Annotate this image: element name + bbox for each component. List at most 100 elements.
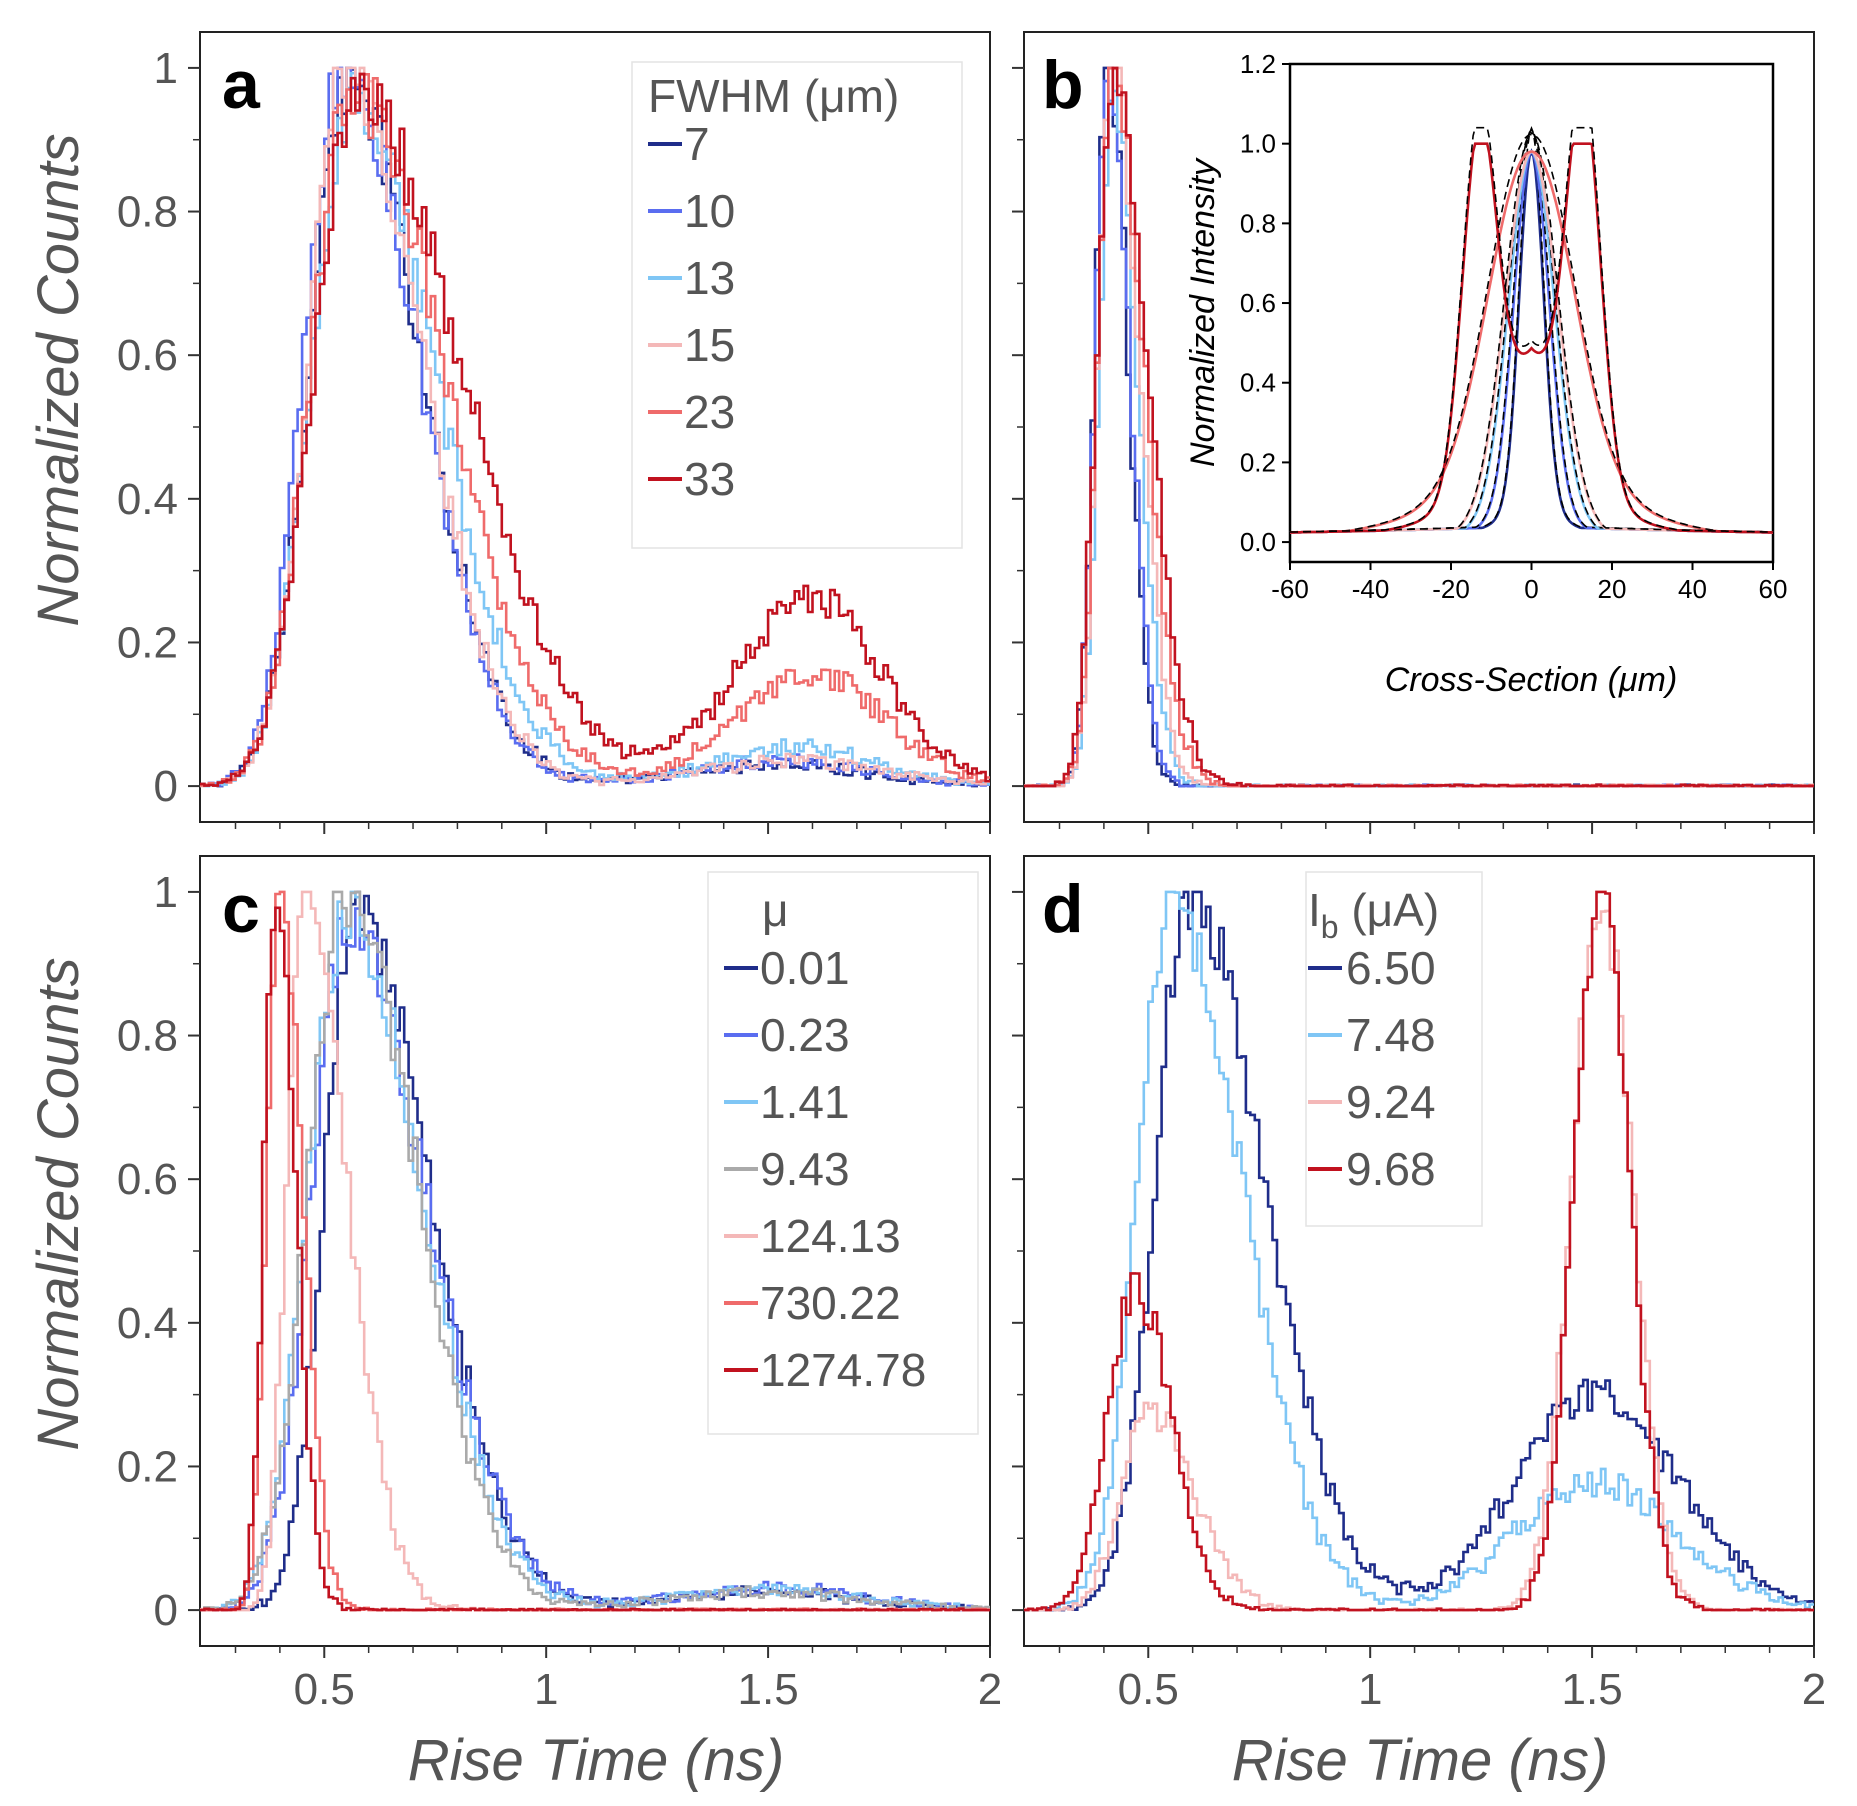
- y-axis-title-bottom: Normalized Counts: [26, 957, 91, 1450]
- legend-label: 7.48: [1346, 1009, 1436, 1061]
- series-layer: [1024, 890, 1814, 1612]
- panel-letter: b: [1042, 47, 1084, 123]
- panel-letter: c: [222, 871, 260, 947]
- y-tick-label: 0.8: [117, 188, 178, 237]
- legend-label: 0.01: [760, 942, 850, 994]
- panel-c: 0 0.2 0.4 0.6 0.8 1 0.5 1 1.5 2 c μ 0.01 0.23 1.41 9…: [117, 855, 1002, 1714]
- x-axis-title-right: Rise Time (ns): [1232, 1728, 1609, 1793]
- legend-entries: 7 10 13 15 23 33: [648, 118, 735, 505]
- inset-y-tick-label: 0.0: [1240, 527, 1276, 557]
- x-tick-label: 2: [1802, 1665, 1826, 1714]
- inset-x-tick-label: 20: [1598, 574, 1627, 604]
- y-tick-label: 0.8: [117, 1012, 178, 1061]
- legend-title-unit: (μA): [1339, 884, 1440, 936]
- legend-label: 10: [684, 185, 735, 237]
- inset-y-tick-label: 0.6: [1240, 288, 1276, 318]
- legend-label: 33: [684, 453, 735, 505]
- legend-title: Ib (μA): [1308, 884, 1439, 945]
- series-15: [200, 66, 990, 788]
- x-tick-label: 1.5: [1562, 1665, 1623, 1714]
- x-tick-label: 1: [534, 1665, 558, 1714]
- series-9.68: [1024, 890, 1814, 1612]
- x-axis-title-left: Rise Time (ns): [408, 1728, 785, 1793]
- inset-y-tick-label: 0.8: [1240, 208, 1276, 238]
- panel-b: b -60 -40 -20 0 20 40 60 0.0 0.2 0.4 0.6 0.8 1.0 1.2 …: [1012, 31, 1815, 834]
- legend-label: 9.24: [1346, 1076, 1436, 1128]
- y-tick-label: 0.2: [117, 618, 178, 667]
- inset-fit-33: [1289, 126, 1774, 533]
- inset-y-tick-label: 1.0: [1240, 129, 1276, 159]
- x-tick-label: 0.5: [1118, 1665, 1179, 1714]
- axis-layer: [1012, 66, 1815, 834]
- inset-series-layer: [1289, 125, 1774, 534]
- legend-entries: 0.01 0.23 1.41 9.43 124.13 730.22 1274.78: [724, 942, 926, 1396]
- y-tick-label: 1: [154, 868, 178, 917]
- series-33: [1024, 66, 1814, 788]
- series-layer: [1024, 66, 1814, 788]
- inset-fit-23: [1290, 133, 1773, 533]
- y-axis-title-top: Normalized Counts: [26, 133, 91, 626]
- legend-title: μ: [762, 884, 789, 936]
- legend-label: 124.13: [760, 1210, 901, 1262]
- inset-axis-layer: -60 -40 -20 0 20 40 60 0.0 0.2 0.4 0.6 0.8 1.0 1.2: [1240, 49, 1788, 604]
- legend-title-symbol: I: [1308, 884, 1321, 936]
- y-tick-label: 0.4: [117, 475, 178, 524]
- panel-a: 0 0.2 0.4 0.6 0.8 1 a FWHM (μm) 7 10 13 15 23 33: [117, 31, 991, 834]
- axis-layer: 0 0.2 0.4 0.6 0.8 1: [117, 44, 991, 834]
- series-layer: [200, 66, 990, 788]
- y-tick-label: 1: [154, 44, 178, 93]
- series-9.43: [200, 890, 990, 1612]
- y-tick-label: 0.2: [117, 1442, 178, 1491]
- panel-letter: a: [222, 47, 261, 123]
- series-6.50: [1024, 890, 1814, 1612]
- legend-label: 13: [684, 252, 735, 304]
- axis-layer: 0 0.2 0.4 0.6 0.8 1 0.5 1 1.5 2: [117, 868, 1002, 1714]
- x-tick-label: 2: [978, 1665, 1002, 1714]
- legend: μ 0.01 0.23 1.41 9.43 124.13 730.22 1274.78: [707, 871, 979, 1435]
- legend-label: 0.23: [760, 1009, 850, 1061]
- legend-box: [631, 61, 963, 549]
- inset-x-tick-label: -20: [1432, 574, 1470, 604]
- legend-label: 7: [684, 118, 710, 170]
- inset-chart: -60 -40 -20 0 20 40 60 0.0 0.2 0.4 0.6 0.8 1.0 1.2 Cr…: [1184, 49, 1787, 699]
- legend: FWHM (μm) 7 10 13 15 23 33: [631, 61, 963, 549]
- legend: Ib (μA) 6.50 7.48 9.24 9.68: [1305, 871, 1483, 1227]
- legend-label: 1.41: [760, 1076, 850, 1128]
- legend-label: 23: [684, 386, 735, 438]
- legend-label: 9.68: [1346, 1143, 1436, 1195]
- inset-x-tick-label: -60: [1271, 574, 1309, 604]
- panel-letter: d: [1042, 871, 1084, 947]
- y-tick-label: 0: [154, 762, 178, 811]
- y-tick-label: 0.6: [117, 331, 178, 380]
- y-tick-label: 0.4: [117, 1299, 178, 1348]
- inset-frame: [1288, 62, 1775, 564]
- inset-x-tick-label: 40: [1678, 574, 1707, 604]
- y-tick-label: 0.6: [117, 1155, 178, 1204]
- series-7.48: [1024, 890, 1814, 1612]
- legend-label: 9.43: [760, 1143, 850, 1195]
- inset-x-tick-label: -40: [1352, 574, 1390, 604]
- inset-y-axis-title: Normalized Intensity: [1184, 157, 1222, 467]
- x-tick-label: 1: [1358, 1665, 1382, 1714]
- inset-x-tick-label: 0: [1524, 574, 1538, 604]
- axis-layer: 0.5 1 1.5 2: [1012, 890, 1826, 1714]
- legend-box: [707, 871, 979, 1435]
- series-33: [200, 72, 990, 787]
- inset-x-tick-label: 60: [1759, 574, 1788, 604]
- series-layer: [200, 890, 990, 1612]
- series-0.23: [200, 907, 990, 1612]
- legend-title-subscript: b: [1321, 909, 1339, 945]
- x-tick-label: 1.5: [738, 1665, 799, 1714]
- legend-label: 730.22: [760, 1277, 901, 1329]
- series-1274.78: [200, 906, 990, 1612]
- inset-y-tick-label: 0.4: [1240, 368, 1276, 398]
- legend-label: 6.50: [1346, 942, 1436, 994]
- panel-d: 0.5 1 1.5 2 d Ib (μA) 6.50 7.48 9.24 9.68: [1012, 855, 1826, 1714]
- legend-entries: 6.50 7.48 9.24 9.68: [1308, 942, 1436, 1195]
- legend-label: 15: [684, 319, 735, 371]
- inset-y-tick-label: 0.2: [1240, 447, 1276, 477]
- x-tick-label: 0.5: [294, 1665, 355, 1714]
- legend-title: FWHM (μm): [648, 70, 899, 122]
- y-tick-label: 0: [154, 1586, 178, 1635]
